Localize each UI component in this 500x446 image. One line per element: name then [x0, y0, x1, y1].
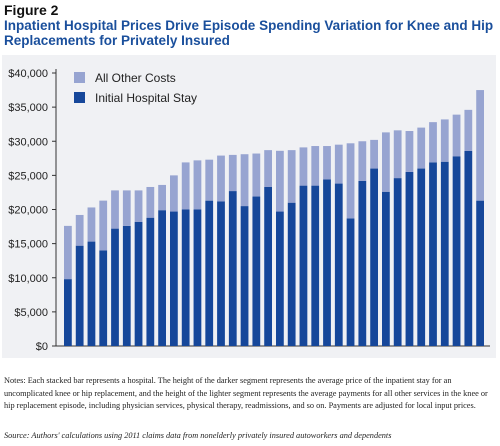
bar-initial-hospital-stay — [170, 211, 178, 346]
bar-all-other-costs — [64, 225, 72, 280]
bar-all-other-costs — [193, 160, 202, 210]
bar-all-other-costs — [334, 144, 343, 184]
bar-all-other-costs — [87, 207, 96, 242]
bar-initial-hospital-stay — [217, 201, 225, 346]
bar-initial-hospital-stay — [476, 200, 484, 346]
bar-initial-hospital-stay — [99, 250, 108, 346]
bar-initial-hospital-stay — [205, 200, 214, 346]
chart-panel: $0 $5,000 $10,000 $15,000 $20,000 $25,000 $30,… — [2, 55, 496, 358]
figure-label: Figure 2 — [4, 2, 59, 18]
bar-all-other-costs — [122, 190, 131, 226]
bar-all-other-costs — [346, 143, 355, 219]
bar-initial-hospital-stay — [87, 241, 96, 346]
bar-initial-hospital-stay — [334, 183, 343, 346]
bar-all-other-costs — [252, 153, 261, 197]
bar-initial-hospital-stay — [440, 161, 449, 346]
y-tick-label: $40,000 — [8, 68, 48, 80]
bar-initial-hospital-stay — [146, 217, 155, 346]
bar-all-other-costs — [75, 214, 84, 246]
y-tick-label: $35,000 — [8, 102, 48, 114]
y-tick-label: $5,000 — [14, 307, 48, 319]
bar-initial-hospital-stay — [240, 206, 249, 346]
bar-all-other-costs — [452, 114, 461, 157]
bar-initial-hospital-stay — [181, 209, 190, 346]
bar-initial-hospital-stay — [393, 178, 402, 346]
y-tick-label: $30,000 — [8, 136, 48, 148]
bar-initial-hospital-stay — [346, 218, 355, 346]
bar-initial-hospital-stay — [276, 211, 284, 346]
bar-all-other-costs — [264, 150, 272, 187]
bar-all-other-costs — [228, 154, 237, 192]
bar-initial-hospital-stay — [370, 168, 378, 346]
legend-swatch — [74, 92, 85, 103]
bar-all-other-costs — [287, 150, 296, 203]
bar-initial-hospital-stay — [252, 196, 261, 346]
stacked-bar-chart: $0 $5,000 $10,000 $15,000 $20,000 $25,000 $30,… — [8, 68, 490, 353]
bar-all-other-costs — [134, 190, 143, 222]
bar-all-other-costs — [217, 155, 225, 202]
bar-all-other-costs — [417, 127, 426, 169]
bar-initial-hospital-stay — [193, 209, 202, 346]
chart-notes: Notes: Each stacked bar represents a hos… — [4, 376, 488, 410]
bar-initial-hospital-stay — [287, 202, 296, 346]
bar-all-other-costs — [393, 130, 402, 179]
bar-all-other-costs — [358, 141, 367, 181]
bar-all-other-costs — [405, 131, 414, 172]
bar-initial-hospital-stay — [134, 221, 143, 346]
bar-initial-hospital-stay — [405, 171, 414, 346]
bar-all-other-costs — [158, 184, 166, 211]
bar-initial-hospital-stay — [311, 185, 320, 346]
bar-initial-hospital-stay — [417, 168, 426, 346]
bar-initial-hospital-stay — [228, 191, 237, 346]
bar-initial-hospital-stay — [452, 156, 461, 346]
bar-initial-hospital-stay — [382, 191, 390, 346]
bar-initial-hospital-stay — [64, 279, 72, 346]
bar-initial-hospital-stay — [264, 186, 272, 346]
bar-initial-hospital-stay — [323, 179, 331, 346]
bar-initial-hospital-stay — [75, 245, 84, 346]
bar-all-other-costs — [464, 109, 473, 151]
bar-all-other-costs — [276, 150, 284, 212]
bar-all-other-costs — [99, 200, 108, 251]
legend-label: All Other Costs — [95, 71, 176, 85]
bar-all-other-costs — [299, 147, 308, 186]
bar-all-other-costs — [205, 159, 214, 201]
y-tick-label: $10,000 — [8, 273, 48, 285]
y-tick-label: $0 — [36, 341, 48, 353]
bar-all-other-costs — [181, 162, 190, 210]
bar-all-other-costs — [240, 154, 249, 207]
bar-initial-hospital-stay — [111, 228, 119, 346]
bar-initial-hospital-stay — [358, 180, 367, 346]
bar-initial-hospital-stay — [158, 210, 166, 346]
bar-all-other-costs — [111, 190, 119, 229]
chart-title: Inpatient Hospital Prices Drive Episode … — [4, 18, 494, 48]
bar-all-other-costs — [311, 146, 320, 186]
bar-all-other-costs — [323, 146, 331, 180]
bar-initial-hospital-stay — [122, 225, 131, 346]
bar-all-other-costs — [440, 119, 449, 162]
legend-swatch — [74, 72, 85, 83]
y-tick-label: $20,000 — [8, 205, 48, 217]
y-tick-label: $15,000 — [8, 239, 48, 251]
bar-all-other-costs — [170, 175, 178, 212]
chart-source: Source: Authors' calculations using 2011… — [4, 431, 392, 440]
bar-initial-hospital-stay — [464, 150, 473, 346]
bar-initial-hospital-stay — [299, 185, 308, 346]
bar-all-other-costs — [146, 186, 155, 218]
bar-all-other-costs — [429, 122, 437, 163]
bar-initial-hospital-stay — [429, 162, 437, 346]
legend-label: Initial Hospital Stay — [95, 91, 197, 105]
bar-all-other-costs — [370, 139, 378, 169]
y-tick-label: $25,000 — [8, 170, 48, 182]
bar-all-other-costs — [382, 132, 390, 192]
bar-all-other-costs — [476, 90, 484, 201]
